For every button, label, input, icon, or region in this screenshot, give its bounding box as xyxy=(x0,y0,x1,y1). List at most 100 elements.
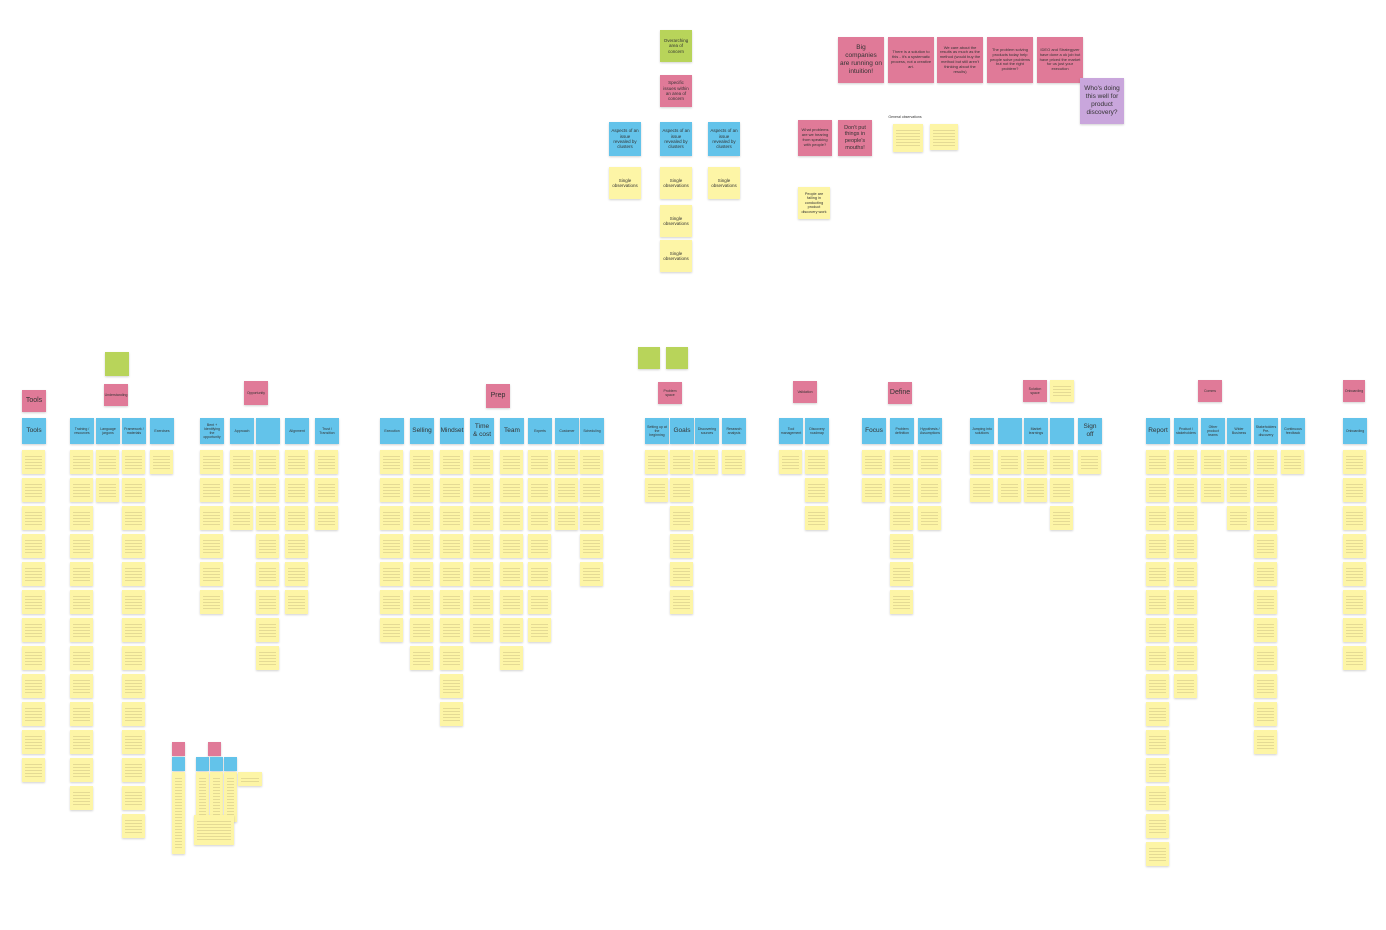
sticky-note xyxy=(230,478,253,502)
sticky-note xyxy=(1024,450,1047,474)
sticky-note xyxy=(380,506,403,530)
column-header: Report xyxy=(1146,418,1170,444)
sticky-note xyxy=(918,478,941,502)
sticky-note xyxy=(256,478,279,502)
sticky-note xyxy=(555,506,578,530)
sticky-note xyxy=(380,534,403,558)
sticky-note xyxy=(22,730,45,754)
sticky-note xyxy=(22,478,45,502)
sticky-note xyxy=(122,506,145,530)
sticky-note xyxy=(200,450,223,474)
sticky-note xyxy=(1227,478,1250,502)
section-header: Comms xyxy=(1198,380,1222,402)
sticky-note xyxy=(670,534,693,558)
sticky-note xyxy=(70,590,93,614)
sticky-note: Aspects of an issue revealed by clusters xyxy=(708,122,740,156)
column-header: Continuous feedback xyxy=(1281,418,1305,444)
sticky-note xyxy=(1343,590,1366,614)
sticky-note xyxy=(470,534,493,558)
section-header: Opportunity xyxy=(244,381,268,405)
sticky-note xyxy=(230,450,253,474)
sticky-note xyxy=(998,450,1021,474)
sticky-note xyxy=(1146,506,1169,530)
sticky-note xyxy=(122,590,145,614)
sticky-note xyxy=(122,674,145,698)
column-header: Goals xyxy=(670,418,694,444)
column-header: Mindset xyxy=(440,418,464,444)
column-header: Tool management xyxy=(779,418,803,444)
sticky-note xyxy=(440,646,463,670)
sticky-note xyxy=(22,758,45,782)
sticky-note: There is a solution to this - it's a sys… xyxy=(888,37,934,83)
sticky-note xyxy=(1201,450,1224,474)
sticky-note xyxy=(528,478,551,502)
sticky-note: Specific issues within an area of concer… xyxy=(660,75,692,107)
sticky-note xyxy=(1146,786,1169,810)
sticky-note xyxy=(256,450,279,474)
sticky-note xyxy=(779,450,802,474)
sticky-note xyxy=(410,478,433,502)
sticky-note xyxy=(666,347,688,369)
sticky-note xyxy=(1174,506,1197,530)
column-header: Discovering sources xyxy=(695,418,719,444)
column-header: Problem definition xyxy=(890,418,914,444)
sticky-note xyxy=(1174,478,1197,502)
sticky-note xyxy=(105,352,129,376)
section-header: Prep xyxy=(486,384,510,408)
label: General observations xyxy=(888,114,922,119)
sticky-note xyxy=(580,562,603,586)
sticky-note: People are failing in conducting product… xyxy=(798,187,830,219)
sticky-note xyxy=(70,786,93,810)
sticky-note xyxy=(805,450,828,474)
sticky-note xyxy=(380,562,403,586)
sticky-note xyxy=(440,478,463,502)
sticky-note xyxy=(1254,674,1277,698)
sticky-note xyxy=(1254,506,1277,530)
sticky-note xyxy=(256,618,279,642)
sticky-note xyxy=(500,618,523,642)
sticky-note: Overarching area of concern xyxy=(660,30,692,62)
sticky-note xyxy=(70,702,93,726)
sticky-note xyxy=(122,814,145,838)
column-header: Framework / materials xyxy=(122,418,146,444)
sticky-note xyxy=(256,534,279,558)
sticky-note xyxy=(1174,674,1197,698)
sticky-note xyxy=(1024,478,1047,502)
column-header: Experts xyxy=(528,418,552,444)
sticky-note xyxy=(930,124,958,150)
sticky-note xyxy=(1146,534,1169,558)
sticky-note xyxy=(410,562,433,586)
sticky-note xyxy=(670,506,693,530)
sticky-note: Aspects of an issue revealed by clusters xyxy=(660,122,692,156)
sticky-note xyxy=(70,534,93,558)
sticky-note xyxy=(1174,534,1197,558)
sticky-note: Aspects of an issue revealed by clusters xyxy=(609,122,641,156)
column-header: Onboarding xyxy=(1343,418,1367,444)
column-header: Trust / Transition xyxy=(315,418,339,444)
sticky-note xyxy=(1078,450,1101,474)
sticky-note xyxy=(1146,814,1169,838)
sticky-note xyxy=(210,772,223,828)
sticky-note xyxy=(805,478,828,502)
sticky-note xyxy=(500,450,523,474)
sticky-note: We care about the results as much as the… xyxy=(937,37,983,83)
sticky-note xyxy=(555,450,578,474)
sticky-note xyxy=(315,478,338,502)
sticky-note xyxy=(862,450,885,474)
sticky-note xyxy=(1343,506,1366,530)
sticky-note xyxy=(440,450,463,474)
sticky-note xyxy=(1254,562,1277,586)
sticky-note xyxy=(890,590,913,614)
sticky-note xyxy=(22,702,45,726)
sticky-note xyxy=(805,506,828,530)
sticky-note xyxy=(230,506,253,530)
sticky-note xyxy=(470,562,493,586)
sticky-note xyxy=(70,478,93,502)
sticky-note xyxy=(1050,478,1073,502)
sticky-note xyxy=(1174,618,1197,642)
column-header: Research analysis xyxy=(722,418,746,444)
sticky-note xyxy=(1254,478,1277,502)
sticky-note xyxy=(1343,562,1366,586)
sticky-note xyxy=(410,646,433,670)
column-header: Product / stakeholders xyxy=(1174,418,1198,444)
